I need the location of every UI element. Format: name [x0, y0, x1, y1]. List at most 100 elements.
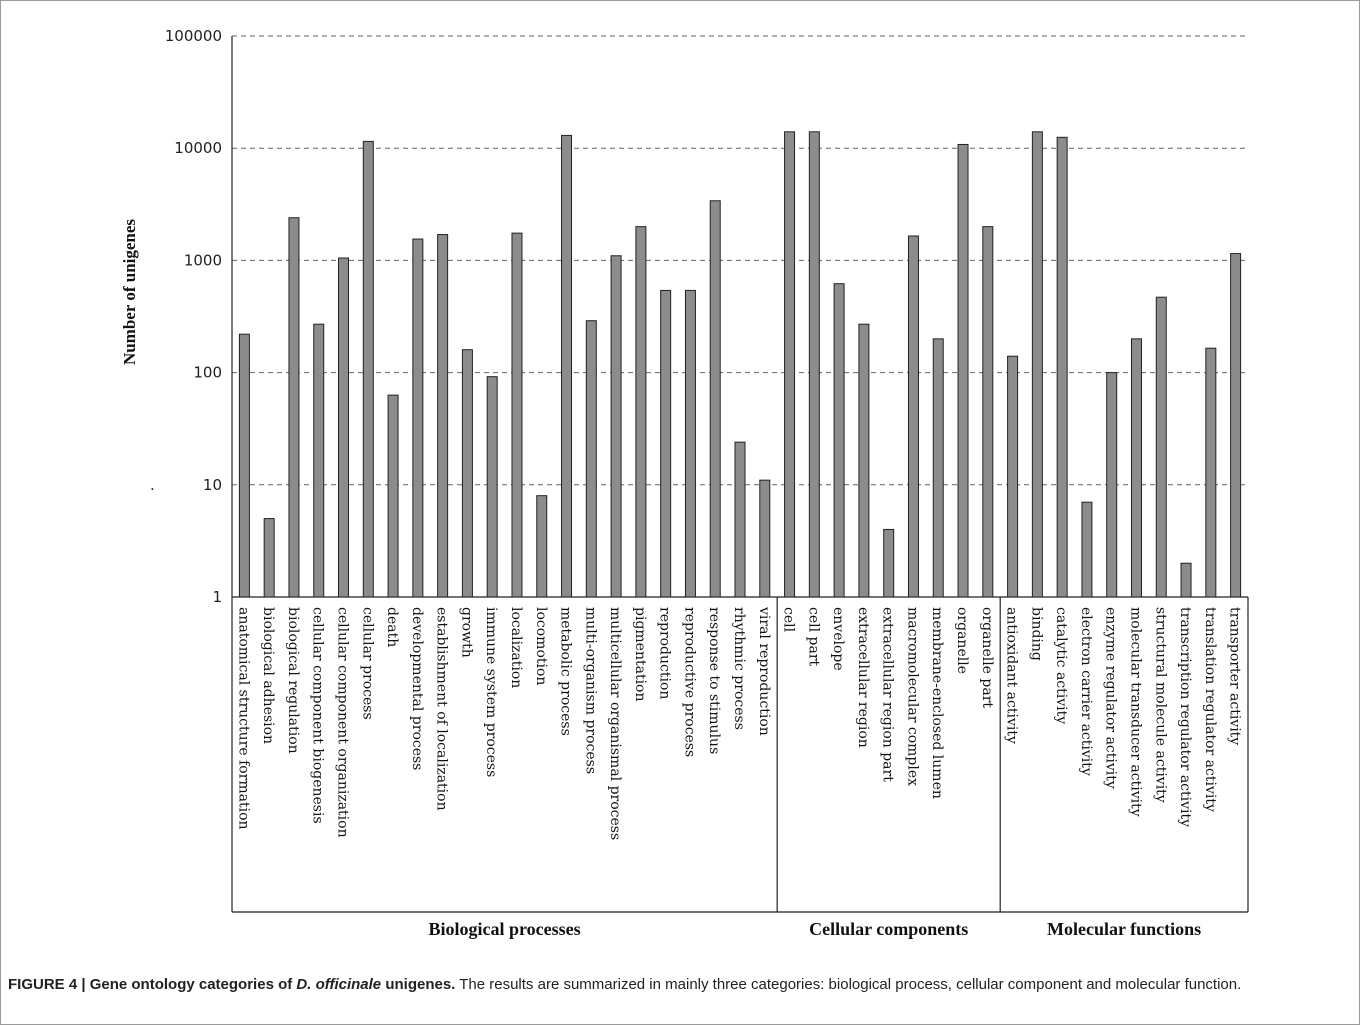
- bar: [1130, 338, 1142, 598]
- bar: [858, 323, 870, 598]
- bar: [684, 289, 696, 598]
- bar: [313, 323, 325, 598]
- category-group-frames: [231, 597, 1249, 913]
- x-axis-category-labels: anatomical structure formation biological…: [235, 606, 1242, 840]
- bar: [486, 376, 498, 598]
- bar: [585, 320, 597, 598]
- bar: [1205, 347, 1217, 598]
- bar: [660, 289, 672, 598]
- x-tick-label: macromolecular complex: [904, 607, 920, 786]
- bar: [238, 333, 250, 598]
- bar: [1007, 355, 1019, 598]
- x-tick-label: pigmentation: [632, 607, 648, 702]
- x-tick-label: extracellular region: [855, 607, 871, 748]
- bar: [833, 283, 845, 598]
- x-tick-label: cellular process: [359, 607, 375, 720]
- go-bar-chart: 1 10 100 1000 10000 100000 anatomical structu…: [120, 27, 1249, 939]
- bar: [982, 226, 994, 598]
- x-tick-label: organelle part: [979, 607, 995, 708]
- x-tick-label: membrane-enclosed lumen: [929, 607, 945, 799]
- bar: [1180, 562, 1192, 598]
- bar: [907, 235, 919, 598]
- x-tick-label: cell: [781, 607, 797, 633]
- bar: [461, 349, 473, 598]
- caption-label-end: unigenes.: [381, 976, 456, 993]
- bar: [759, 479, 771, 598]
- caption-species: D. officinale: [296, 976, 382, 993]
- bar: [288, 217, 300, 598]
- group-label: Biological processes: [429, 919, 581, 939]
- x-tick-label: cellular component organization: [335, 607, 351, 838]
- figure-caption: FIGURE 4 | Gene ontology categories of D…: [8, 974, 1348, 996]
- bar: [1081, 501, 1093, 598]
- x-tick-label: viral reproduction: [756, 606, 772, 736]
- bar: [957, 143, 969, 598]
- x-tick-label: cellular component biogenesis: [310, 607, 326, 824]
- y-tick-label: 10000: [174, 139, 222, 157]
- bar: [784, 131, 796, 598]
- bar: [387, 394, 399, 598]
- y-tick-label: 100: [193, 364, 222, 382]
- bar: [610, 255, 622, 598]
- x-tick-label: catalytic activity: [1053, 607, 1069, 724]
- bar: [561, 134, 573, 598]
- bars: [238, 131, 1242, 598]
- group-label: Molecular functions: [1047, 919, 1201, 939]
- bar: [338, 257, 350, 598]
- x-tick-label: transporter activity: [1227, 607, 1243, 745]
- category-group-labels: Biological processes Cellular components M…: [429, 919, 1202, 939]
- bar: [362, 140, 374, 598]
- x-tick-label: multi-organism process: [582, 607, 598, 774]
- x-tick-label: enzyme regulator activity: [1103, 607, 1119, 789]
- x-tick-label: locomotion: [533, 607, 549, 685]
- stray-mark: .: [150, 476, 155, 494]
- x-tick-label: organelle: [954, 607, 970, 674]
- bar: [263, 518, 275, 598]
- x-tick-label: immune system process: [483, 607, 499, 777]
- x-tick-label: structural molecule activity: [1152, 607, 1168, 803]
- x-tick-label: envelope: [830, 607, 846, 671]
- x-tick-label: antioxidant activity: [1004, 607, 1020, 744]
- x-tick-label: translation regulator activity: [1202, 607, 1218, 812]
- y-tick-label: 100000: [165, 27, 222, 45]
- x-tick-label: binding: [1028, 607, 1044, 661]
- x-tick-label: metabolic process: [558, 607, 574, 736]
- caption-text: The results are summarized in mainly thr…: [455, 976, 1242, 993]
- x-tick-label: reproduction: [657, 607, 673, 699]
- bar: [932, 338, 944, 598]
- bar: [1155, 296, 1167, 598]
- caption-label: FIGURE 4 | Gene ontology categories of: [8, 976, 297, 993]
- y-tick-label: 10: [203, 476, 222, 494]
- y-axis-label: Number of unigenes: [120, 219, 139, 365]
- y-tick-label: 1: [212, 588, 222, 606]
- bar: [734, 441, 746, 598]
- bar: [1056, 136, 1068, 598]
- bar: [635, 226, 647, 598]
- x-tick-label: extracellular region part: [880, 607, 896, 782]
- x-tick-label: anatomical structure formation: [235, 607, 251, 830]
- group-label: Cellular components: [809, 919, 968, 939]
- x-tick-label: molecular transducer activity: [1127, 607, 1143, 817]
- bar: [883, 528, 895, 598]
- bar: [808, 131, 820, 598]
- bar: [709, 200, 721, 598]
- x-tick-label: biological regulation: [285, 607, 301, 754]
- x-tick-label: growth: [458, 607, 474, 658]
- bar: [1106, 372, 1118, 598]
- bar: [536, 495, 548, 598]
- bar: [437, 234, 449, 598]
- x-tick-label: electron carrier activity: [1078, 607, 1094, 776]
- x-tick-label: localization: [508, 607, 524, 688]
- x-tick-label: rhythmic process: [731, 607, 747, 730]
- bar: [412, 238, 424, 598]
- bar: [511, 232, 523, 598]
- x-tick-label: transcription regulator activity: [1177, 607, 1193, 827]
- x-tick-label: death: [384, 607, 400, 647]
- bar: [1230, 253, 1242, 598]
- y-axis-ticks: 1 10 100 1000 10000 100000: [165, 27, 222, 606]
- x-tick-label: developmental process: [409, 607, 425, 770]
- y-tick-label: 1000: [184, 251, 222, 269]
- x-tick-label: biological adhesion: [260, 607, 276, 744]
- x-tick-label: response to stimulus: [706, 607, 722, 754]
- bar: [1031, 131, 1043, 598]
